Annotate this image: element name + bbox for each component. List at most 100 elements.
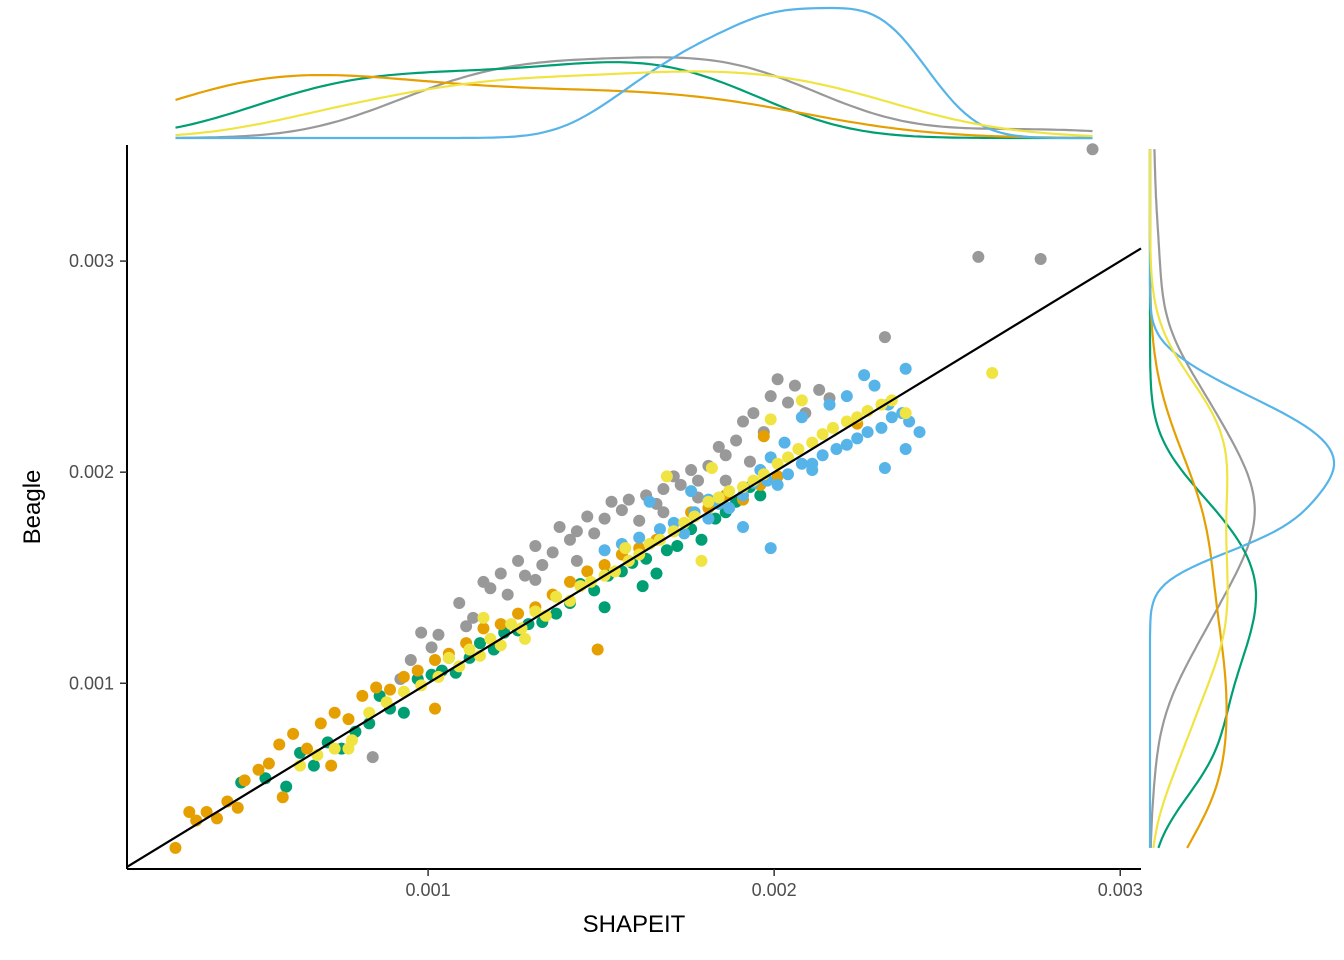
data-point [885, 411, 898, 424]
data-point [657, 483, 670, 496]
data-point [806, 436, 819, 449]
data-point [453, 597, 466, 610]
data-point [550, 590, 563, 603]
data-point [300, 742, 313, 755]
data-point [823, 398, 836, 411]
data-point [432, 628, 445, 641]
data-point [826, 421, 839, 434]
data-point [598, 559, 611, 572]
data-point [512, 554, 525, 567]
data-point [782, 468, 795, 481]
data-point [477, 611, 490, 624]
x-axis-title: SHAPEIT [583, 911, 686, 938]
data-point [529, 540, 542, 553]
data-point [328, 742, 341, 755]
data-point [370, 681, 383, 694]
data-point [671, 540, 684, 553]
data-point [674, 478, 687, 491]
data-point [657, 506, 670, 519]
data-point [411, 664, 424, 677]
data-point [754, 489, 767, 502]
data-point [878, 331, 891, 344]
data-point [501, 588, 514, 601]
data-point [442, 651, 455, 664]
data-point [868, 379, 881, 392]
data-point [702, 512, 715, 525]
data-point [477, 622, 490, 635]
data-point [200, 806, 213, 819]
data-point [771, 457, 784, 470]
data-point [280, 780, 293, 793]
data-point [816, 428, 829, 441]
data-point [653, 523, 666, 536]
data-point [782, 451, 795, 464]
x-axis-ticks: 0.001 0.002 0.003 [406, 869, 1143, 900]
data-point [899, 407, 912, 420]
data-point [719, 474, 732, 487]
data-point [788, 379, 801, 392]
data-point [484, 582, 497, 595]
data-point [636, 580, 649, 593]
data-point [397, 685, 410, 698]
data-point [771, 373, 784, 386]
data-point [415, 626, 428, 639]
density-curve-y [1148, 149, 1258, 849]
data-point [840, 390, 853, 403]
data-point [581, 565, 594, 578]
data-point [764, 542, 777, 555]
data-point [518, 632, 531, 645]
data-point [737, 521, 750, 534]
data-point [529, 605, 542, 618]
data-point [505, 618, 518, 631]
data-point [667, 516, 680, 529]
data-point [712, 440, 725, 453]
data-point [494, 567, 507, 580]
data-point [685, 485, 698, 498]
data-point [581, 510, 594, 523]
data-point [778, 436, 791, 449]
data-point [878, 461, 891, 474]
density-curve-y [1148, 149, 1336, 848]
density-curve-y [1148, 149, 1229, 849]
data-point [287, 727, 300, 740]
data-point [252, 763, 265, 776]
data-point [712, 491, 725, 504]
data-point [813, 383, 826, 396]
data-point [550, 607, 563, 620]
data-point [619, 542, 632, 555]
data-point [598, 601, 611, 614]
data-point [404, 654, 417, 667]
data-point [380, 696, 393, 709]
data-point [425, 641, 438, 654]
data-point [397, 670, 410, 683]
data-point [1086, 143, 1099, 156]
data-point [678, 527, 691, 540]
data-point [366, 751, 379, 764]
data-point [529, 573, 542, 586]
data-point [795, 411, 808, 424]
data-point [563, 575, 576, 588]
data-point [795, 394, 808, 407]
data-point [570, 525, 583, 538]
density-curve-y [1148, 149, 1228, 849]
data-point [429, 702, 442, 715]
data-point [518, 569, 531, 582]
data-point [546, 546, 559, 559]
data-point [494, 639, 507, 652]
data-point [463, 643, 476, 656]
data-point [570, 554, 583, 567]
data-point [702, 495, 715, 508]
data-point [169, 841, 182, 854]
data-point [660, 544, 673, 557]
data-point [747, 407, 760, 420]
data-point [764, 390, 777, 403]
data-point [737, 415, 750, 428]
data-point [328, 706, 341, 719]
data-point [816, 449, 829, 462]
data-point [314, 717, 327, 730]
data-point [723, 502, 736, 515]
data-point [861, 426, 874, 439]
data-point [650, 567, 663, 580]
data-point [840, 438, 853, 451]
data-point [231, 801, 244, 814]
